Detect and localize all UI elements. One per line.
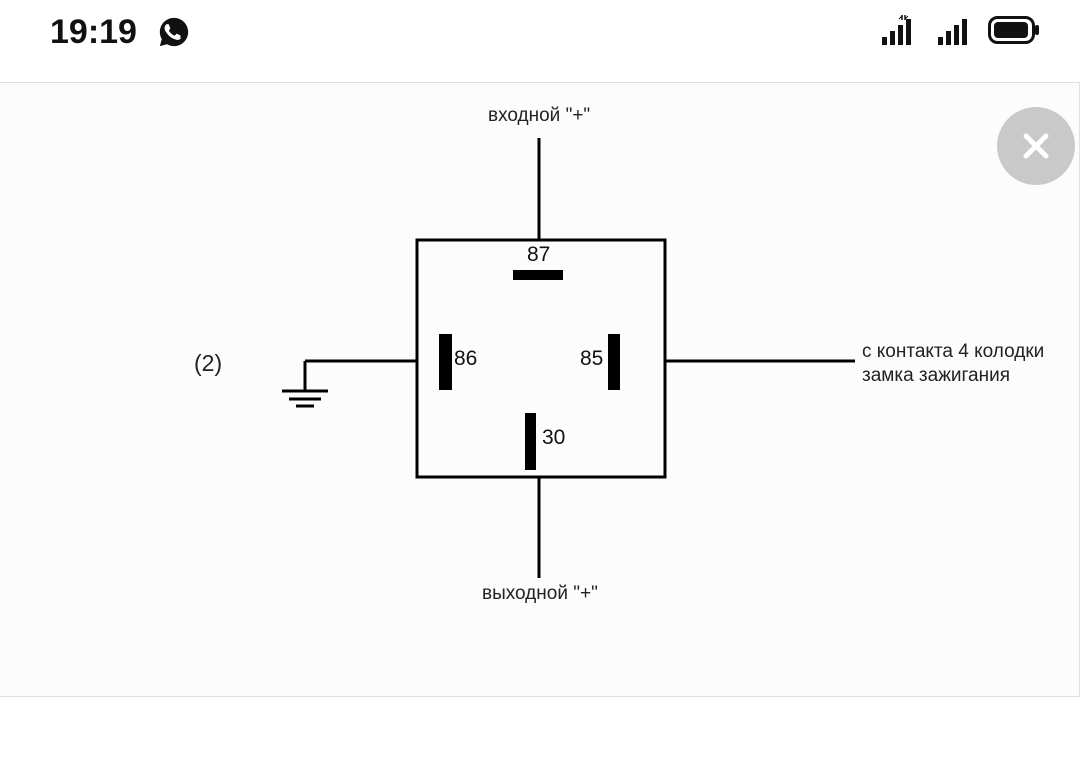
pin-87 <box>513 270 563 280</box>
pin-label-86: 86 <box>454 347 477 371</box>
figure-number: (2) <box>194 350 222 377</box>
relay-diagram <box>0 83 1080 698</box>
pin-85 <box>608 334 620 390</box>
label-right-line1: с контакта 4 колодки <box>862 341 1044 363</box>
label-input-plus: входной "+" <box>488 105 590 127</box>
close-button[interactable] <box>997 107 1075 185</box>
pin-label-30: 30 <box>542 426 565 450</box>
whatsapp-icon <box>157 15 191 49</box>
label-right-line2: замка зажигания <box>862 365 1010 387</box>
pin-86 <box>439 334 452 390</box>
status-bar: 19:19 <box>0 0 1080 64</box>
status-right <box>880 15 1040 50</box>
pin-label-87: 87 <box>527 243 550 267</box>
pin-label-85: 85 <box>580 347 603 371</box>
clock-time: 19:19 <box>50 13 137 52</box>
close-icon <box>1016 126 1056 166</box>
image-viewer: входной "+" выходной "+" с контакта 4 ко… <box>0 82 1080 697</box>
pin-30 <box>525 413 536 470</box>
label-output-plus: выходной "+" <box>482 583 598 605</box>
signal-icon-1 <box>880 15 918 50</box>
battery-icon <box>988 16 1040 49</box>
status-left: 19:19 <box>50 13 191 52</box>
signal-icon-2 <box>936 15 970 50</box>
